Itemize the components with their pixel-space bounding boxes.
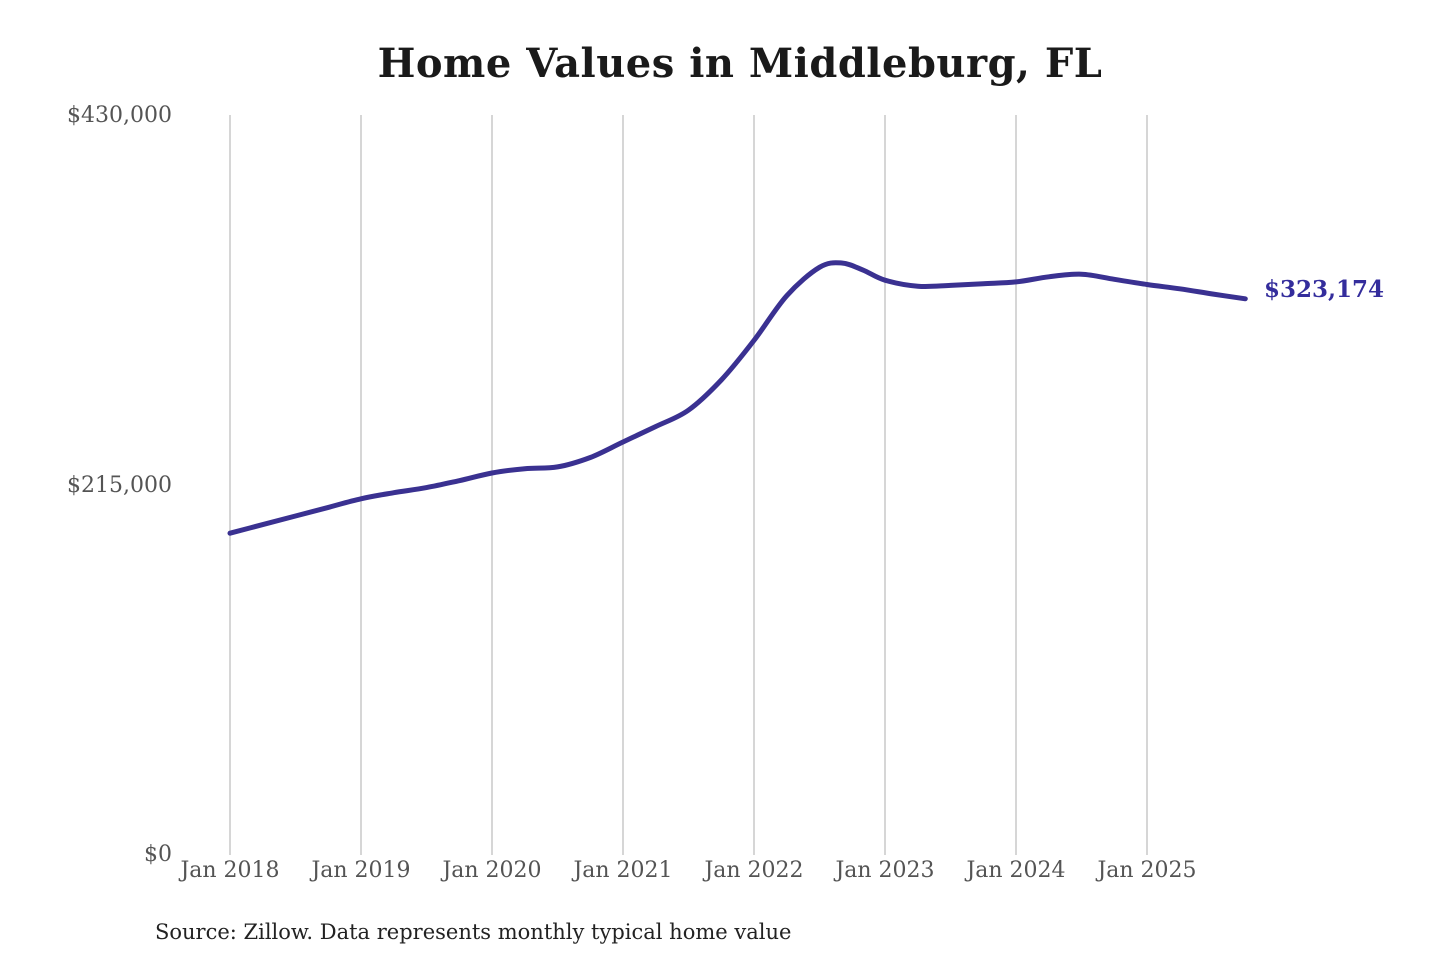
x-axis-tick-label: Jan 2022 [704,858,804,883]
home-value-line [227,260,1248,536]
latest-value-label: $323,174 [1264,276,1385,303]
chart-title: Home Values in Middleburg, FL [377,40,1103,87]
x-axis-tick-label: Jan 2019 [311,858,411,883]
source-note: Source: Zillow. Data represents monthly … [155,920,792,944]
y-axis-tick-label: $430,000 [67,103,172,128]
x-axis-tick-label: Jan 2021 [573,858,673,883]
x-axis-tick-label: Jan 2023 [835,858,935,883]
x-axis-tick-label: Jan 2024 [966,858,1066,883]
y-axis-tick-label: $215,000 [67,473,172,498]
x-axis-tick-label: Jan 2020 [442,858,542,883]
y-axis-tick-label: $0 [144,842,172,867]
x-axis-tick-label: Jan 2018 [180,858,280,883]
x-axis-tick-label: Jan 2025 [1097,858,1197,883]
